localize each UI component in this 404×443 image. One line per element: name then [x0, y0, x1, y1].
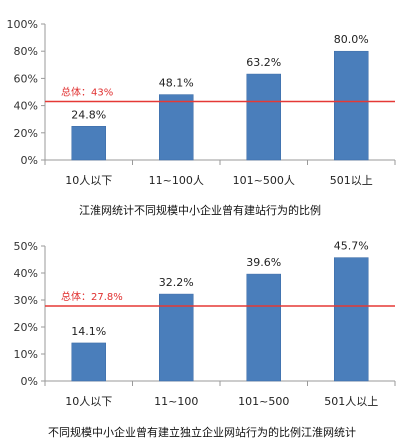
category-label-1-3: 501人以上: [324, 395, 378, 408]
category-label-0-1: 11~100人: [149, 174, 204, 187]
reference-line-label-0: 总体：43%: [61, 86, 113, 99]
data-label-1-2: 39.6%: [246, 256, 281, 269]
chart-caption-0: 江淮网统计不同规模中小企业曾有建站行为的比例: [79, 203, 321, 217]
y-tick-label-0-4: 80%: [14, 45, 38, 58]
reference-line-label-1: 总体：27.8%: [61, 290, 123, 303]
y-tick-label-1-1: 10%: [14, 348, 38, 361]
y-tick-label-0-3: 60%: [14, 72, 38, 85]
category-label-1-1: 11~100: [154, 395, 198, 408]
category-label-0-0: 10人以下: [65, 174, 112, 187]
bar-0-2: [246, 73, 281, 161]
data-label-0-0: 24.8%: [71, 108, 106, 121]
bar-1-3: [334, 257, 369, 382]
y-tick-label-1-3: 30%: [14, 294, 38, 307]
y-tick-label-1-2: 20%: [14, 321, 38, 334]
chart-caption-1: 不同规模中小企业曾有建立独立企业网站行为的比例江淮网统计: [48, 425, 356, 439]
y-tick-label-1-4: 40%: [14, 267, 38, 280]
category-label-0-2: 101~500人: [233, 174, 295, 187]
y-tick-label-0-0: 0%: [21, 154, 38, 167]
data-label-1-3: 45.7%: [334, 240, 369, 253]
bar-1-2: [246, 273, 281, 382]
bar-1-0: [71, 342, 106, 382]
y-tick-label-0-1: 20%: [14, 127, 38, 140]
data-label-1-0: 14.1%: [71, 325, 106, 338]
y-tick-label-1-5: 50%: [14, 240, 38, 253]
data-label-0-1: 48.1%: [159, 77, 194, 90]
bar-1-1: [159, 293, 194, 382]
y-tick-label-0-5: 100%: [7, 18, 38, 31]
category-label-0-3: 501以上: [330, 174, 373, 187]
y-tick-label-1-0: 0%: [21, 375, 38, 388]
bar-0-1: [159, 94, 194, 161]
category-label-1-2: 101~500: [238, 395, 289, 408]
category-label-1-0: 10人以下: [65, 395, 112, 408]
bar-0-0: [71, 126, 106, 161]
y-tick-label-0-2: 40%: [14, 100, 38, 113]
data-label-0-2: 63.2%: [246, 56, 281, 69]
data-label-0-3: 80.0%: [334, 33, 369, 46]
data-label-1-1: 32.2%: [159, 276, 194, 289]
bar-0-3: [334, 50, 369, 161]
